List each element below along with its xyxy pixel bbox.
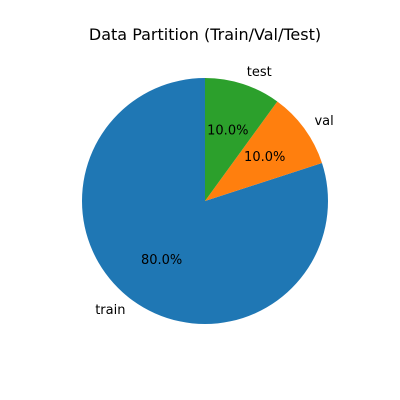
pie-percent-label-train: 80.0% [141,253,182,268]
pie-slice-val [205,101,322,201]
pie-percent-label-test: 10.0% [207,123,248,138]
pie-percent-label-val: 10.0% [244,150,285,165]
pie-labels: 80.0% train 10.0% val 10.0% test [95,65,334,318]
pie-category-label-test: test [247,65,272,80]
pie-slices [81,78,328,324]
pie-category-label-val: val [314,114,333,129]
chart-title: Data Partition (Train/Val/Test) [89,25,321,44]
pie-slice-train [81,78,328,324]
pie-slice-test [205,78,278,201]
pie-category-label-train: train [95,303,125,318]
